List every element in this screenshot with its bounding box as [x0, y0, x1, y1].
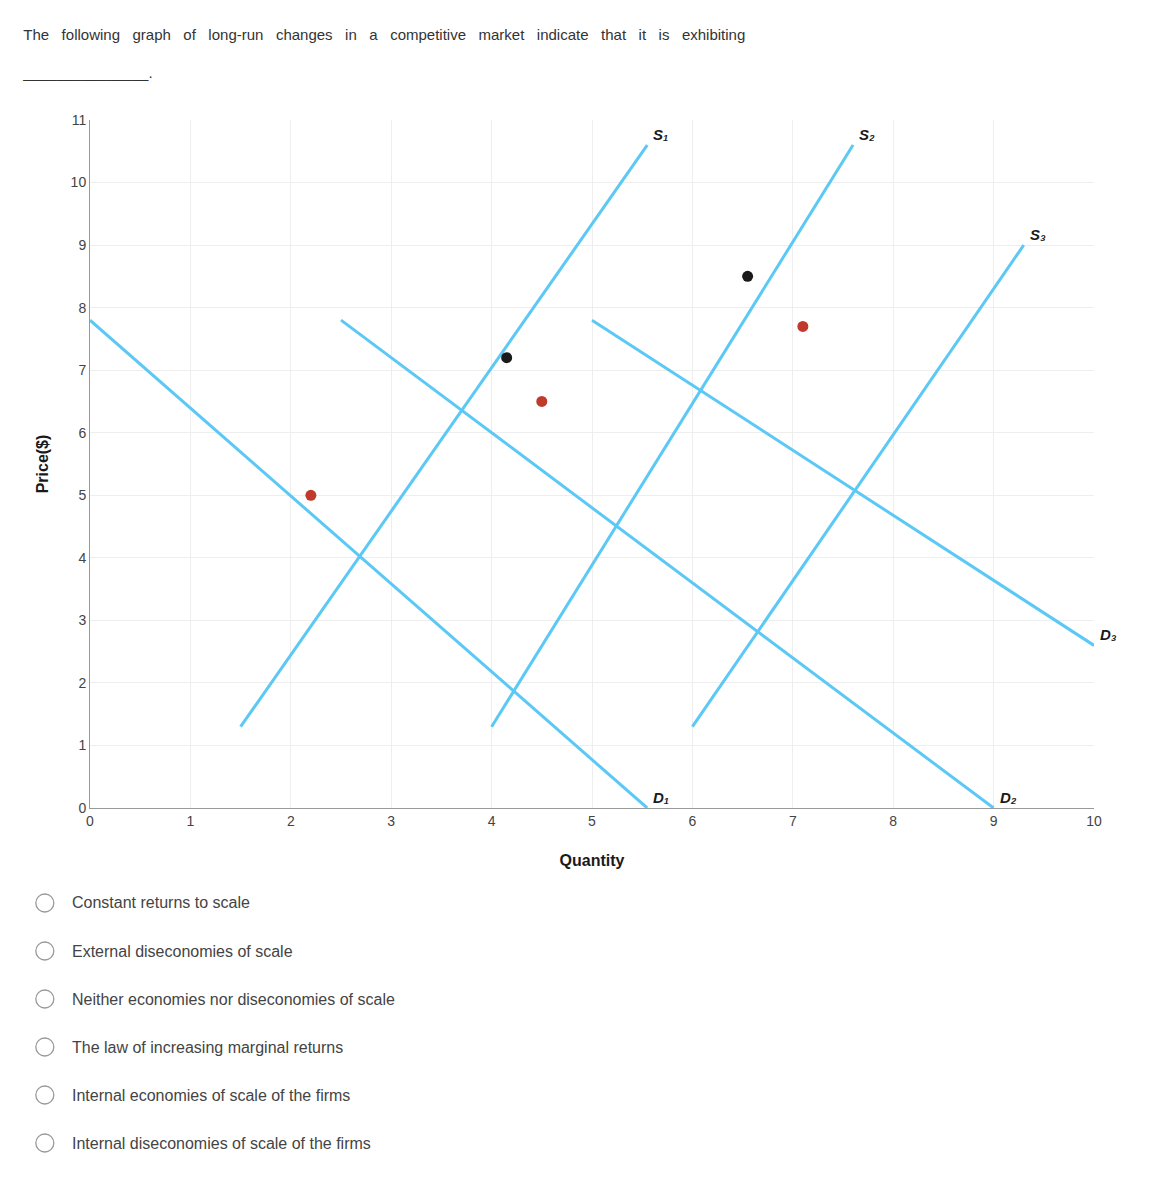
svg-text:6: 6: [78, 425, 86, 441]
svg-text:7: 7: [789, 813, 797, 829]
svg-text:S₃: S₃: [1030, 226, 1046, 243]
svg-text:1: 1: [187, 813, 195, 829]
svg-text:5: 5: [78, 487, 86, 503]
svg-text:2: 2: [78, 675, 86, 691]
svg-text:The law of increasing marginal: The law of increasing marginal returns: [72, 1039, 343, 1056]
svg-text:Constant returns to scale: Constant returns to scale: [72, 894, 250, 911]
svg-text:External diseconomies of scale: External diseconomies of scale: [72, 943, 293, 960]
svg-text:D₃: D₃: [1100, 626, 1117, 643]
svg-text:Price($): Price($): [34, 435, 51, 494]
svg-text:9: 9: [78, 237, 86, 253]
svg-text:4: 4: [78, 550, 86, 566]
svg-text:8: 8: [889, 813, 897, 829]
svg-text:10: 10: [1086, 813, 1102, 829]
svg-text:10: 10: [71, 174, 87, 190]
svg-text:9: 9: [990, 813, 998, 829]
svg-text:3: 3: [387, 813, 395, 829]
svg-text:5: 5: [588, 813, 596, 829]
svg-text:3: 3: [78, 612, 86, 628]
svg-text:The following graph of: The following graph of long-run changes …: [23, 26, 745, 43]
svg-text:S₂: S₂: [859, 126, 875, 143]
svg-text:D₁: D₁: [653, 789, 669, 806]
svg-text:2: 2: [287, 813, 295, 829]
svg-text:Quantity: Quantity: [560, 852, 625, 869]
svg-text:7: 7: [78, 362, 86, 378]
svg-text:1: 1: [78, 737, 86, 753]
svg-text:S₁: S₁: [653, 126, 668, 143]
svg-text:Internal diseconomies of scale: Internal diseconomies of scale of the fi…: [72, 1135, 371, 1152]
svg-text:Neither economies nor disecono: Neither economies nor diseconomies of sc…: [72, 991, 395, 1008]
svg-text:8: 8: [78, 300, 86, 316]
svg-text:Internal economies of scale of: Internal economies of scale of the firms: [72, 1087, 350, 1104]
svg-text:0: 0: [86, 813, 94, 829]
svg-text:6: 6: [689, 813, 697, 829]
svg-text:4: 4: [488, 813, 496, 829]
svg-text:D₂: D₂: [1000, 789, 1017, 806]
svg-text:0: 0: [78, 800, 86, 816]
svg-text:_______________.: _______________.: [22, 64, 152, 81]
svg-text:11: 11: [72, 112, 87, 128]
